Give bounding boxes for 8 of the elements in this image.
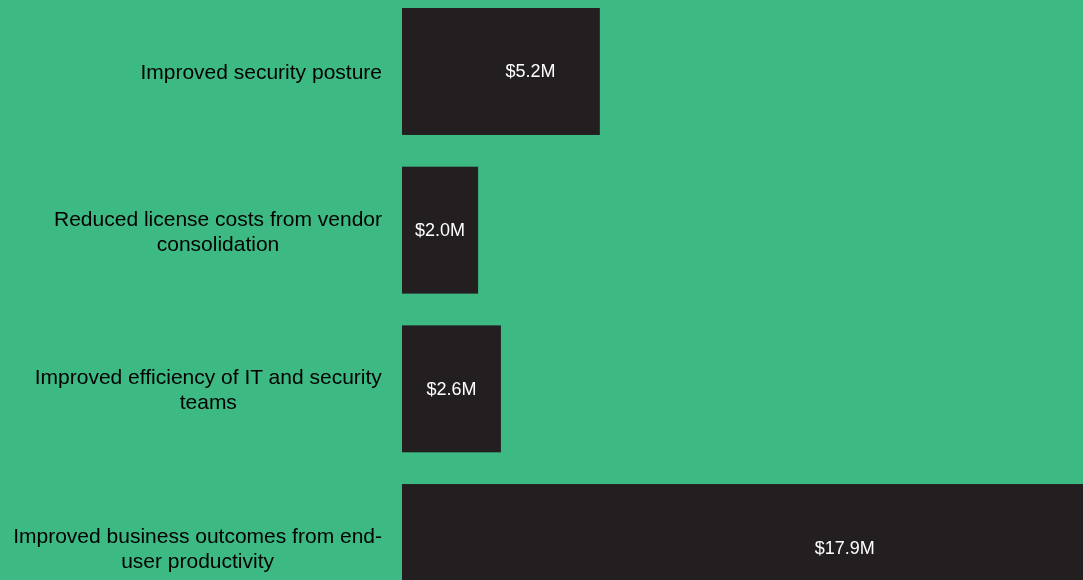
y-tick-label: Improved security posture [140, 59, 382, 83]
y-tick-label: Improved business outcomes from end-user productivity [13, 523, 383, 572]
y-tick-label: Improved efficiency of IT and security teams [34, 364, 383, 413]
data-label: $5.2M [505, 61, 556, 82]
data-label: $2.6M [426, 378, 477, 399]
data-label: $17.9M [814, 537, 875, 558]
data-label: $2.0M [415, 220, 466, 241]
y-tick-label: Reduced license costs from vendor consolidation [54, 206, 382, 255]
